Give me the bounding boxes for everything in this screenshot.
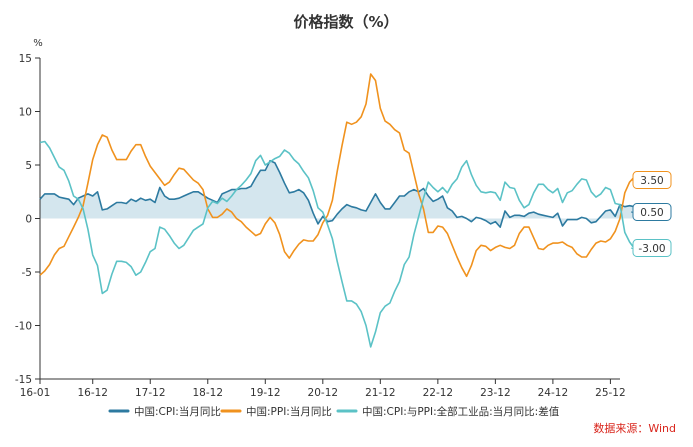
end-label-box-2: [632, 239, 672, 257]
chart-title: 价格指数（%）: [293, 13, 398, 31]
legend-item-2: 中国:CPI:与PPI:全部工业品:当月同比:差值: [336, 405, 560, 418]
x-tick-label: 17-12: [135, 387, 166, 399]
y-tick-label: -10: [15, 321, 32, 333]
area-layer: [40, 160, 640, 228]
series-line-1: [39, 73, 640, 278]
end-label-0: 0.50: [640, 207, 663, 219]
legend-item-0: 中国:CPI:当月同比: [108, 405, 221, 418]
series-line-2: [39, 140, 640, 348]
x-tick-label: 16-12: [77, 387, 108, 399]
x-tick-label: 23-12: [480, 387, 511, 399]
x-tick-label: 18-12: [193, 387, 224, 399]
y-axis-unit: %: [33, 38, 43, 49]
axes-layer: -15 -10 -5 0 5 10 15 16-01 16-12 17-12 18-12 19-12 2…: [15, 53, 626, 399]
end-label-box-1: [632, 171, 672, 189]
legend: 中国:CPI:当月同比 中国:PPI:当月同比 中国:CPI:与PPI:全部工业品:…: [108, 405, 560, 418]
y-tick-label: 15: [19, 53, 32, 65]
x-tick-label: 22-12: [423, 387, 454, 399]
legend-label-1: 中国:PPI:当月同比: [246, 405, 332, 418]
legend-label-2: 中国:CPI:与PPI:全部工业品:当月同比:差值: [362, 405, 560, 418]
end-labels-layer: 0.50 3.50 -3.00: [630, 171, 672, 257]
end-label-box-0: [632, 203, 672, 221]
series-line-0: [39, 159, 640, 228]
x-tick-label: 20-12: [308, 387, 339, 399]
end-label-2: -3.00: [638, 243, 665, 255]
x-tick-label: 16-01: [20, 387, 51, 399]
y-tick-label: 0: [25, 214, 32, 226]
legend-label-0: 中国:CPI:当月同比: [134, 405, 221, 418]
y-tick-label: -15: [15, 374, 32, 386]
series-area-0: [40, 160, 640, 228]
y-tick-label: -5: [22, 267, 32, 279]
source-note: 数据来源：Wind: [593, 421, 676, 435]
end-label-1: 3.50: [640, 175, 663, 187]
x-tick-label: 19-12: [250, 387, 281, 399]
y-tick-label: 5: [25, 160, 32, 172]
lines-layer: [39, 73, 640, 348]
x-tick-label: 21-12: [365, 387, 396, 399]
y-tick-label: 10: [19, 107, 32, 119]
x-tick-label: 25-12: [595, 387, 626, 399]
x-tick-label: 24-12: [538, 387, 569, 399]
legend-item-1: 中国:PPI:当月同比: [220, 405, 332, 418]
